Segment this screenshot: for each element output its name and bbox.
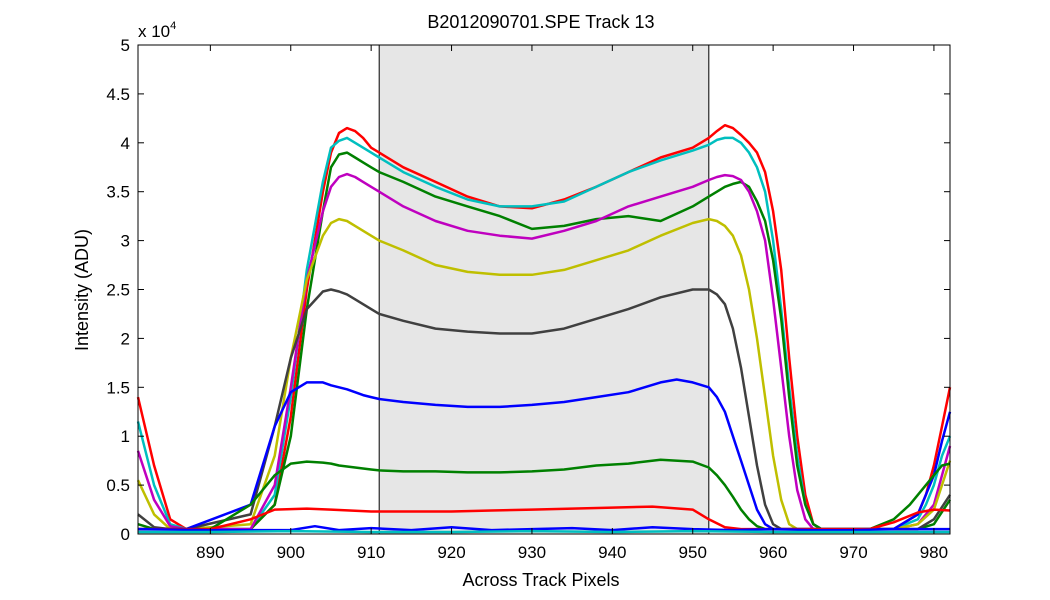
y-tick-label: 0 <box>121 525 130 544</box>
y-axis-ticks: 0 0.5 1 1.5 2 2.5 3 3.5 4 4.5 5 <box>106 36 950 544</box>
y-axis-label: Intensity (ADU) <box>72 229 92 351</box>
y-tick-label: 5 <box>121 36 130 55</box>
plot-area: 890 900 910 920 930 940 950 960 970 980 0 0.5 1 1.5 2… <box>106 36 952 562</box>
y-tick-label: 4 <box>121 134 130 153</box>
y-tick-label: 0.5 <box>106 476 130 495</box>
x-tick-label: 980 <box>920 543 948 562</box>
y-tick-label: 3 <box>121 232 130 251</box>
y-exponent-base: x 10 <box>138 22 170 41</box>
x-tick-label: 940 <box>598 543 626 562</box>
x-tick-label: 890 <box>196 543 224 562</box>
y-tick-label: 1.5 <box>106 378 130 397</box>
shaded-region <box>379 45 709 534</box>
x-tick-label: 930 <box>518 543 546 562</box>
x-tick-label: 900 <box>277 543 305 562</box>
series-line-magenta <box>136 172 952 531</box>
x-axis-label: Across Track Pixels <box>462 570 619 590</box>
y-exponent-label: x 104 <box>138 20 176 41</box>
y-exponent-power: 4 <box>170 20 176 32</box>
y-tick-label: 3.5 <box>106 183 130 202</box>
x-tick-label: 970 <box>839 543 867 562</box>
x-tick-label: 960 <box>759 543 787 562</box>
y-tick-label: 2 <box>121 329 130 348</box>
series-line-yellow <box>136 217 952 531</box>
chart-title: B2012090701.SPE Track 13 <box>427 12 654 32</box>
y-tick-label: 2.5 <box>106 281 130 300</box>
x-tick-label: 950 <box>679 543 707 562</box>
series-line-cyan-base <box>138 529 950 534</box>
y-tick-label: 4.5 <box>106 85 130 104</box>
x-axis-ticks: 890 900 910 920 930 940 950 960 970 980 <box>196 45 948 562</box>
x-tick-label: 920 <box>437 543 465 562</box>
series-line-blue-base <box>137 524 950 532</box>
series-group <box>136 123 952 534</box>
y-tick-label: 1 <box>121 427 130 446</box>
x-tick-label: 910 <box>357 543 385 562</box>
